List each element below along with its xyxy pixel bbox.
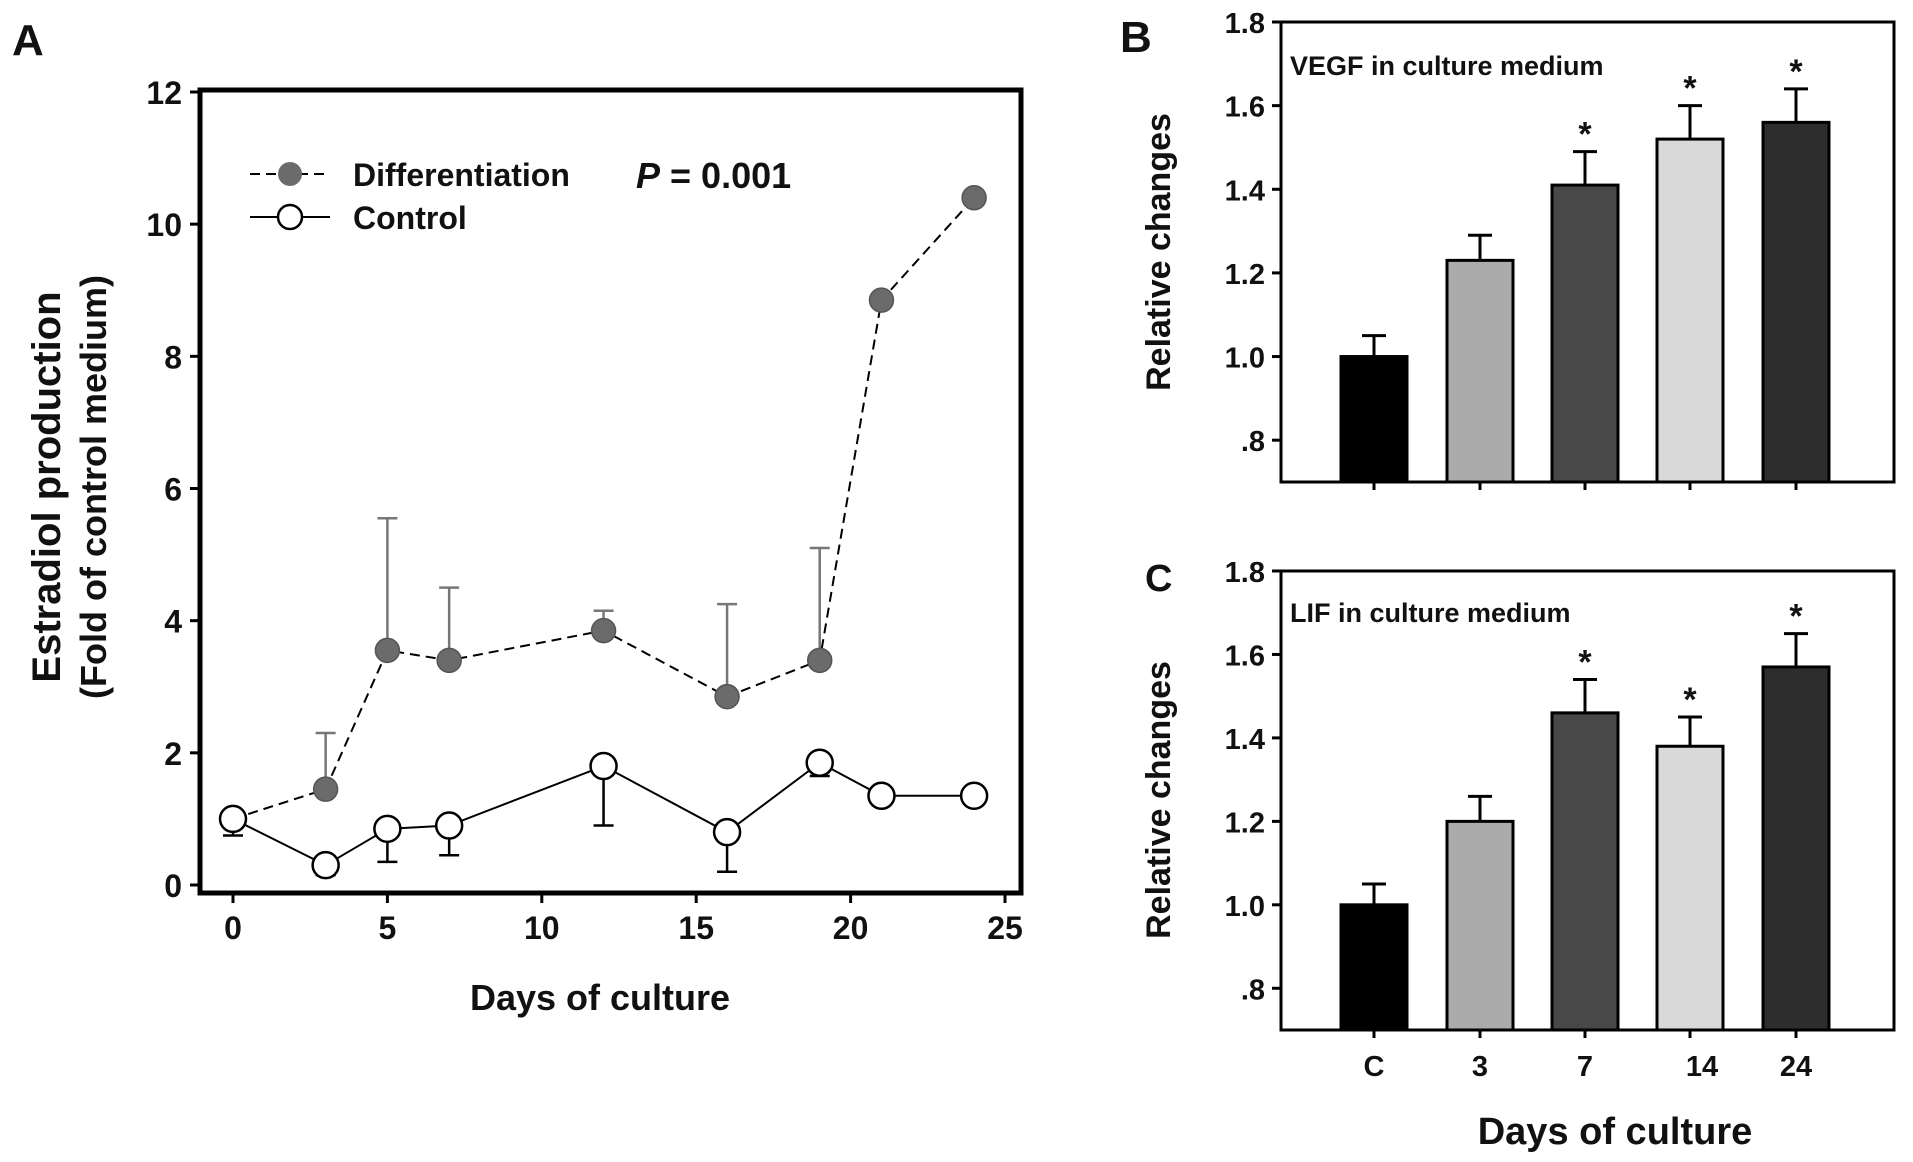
y-tick-label: 6 [164,472,182,508]
x-tick-label: 10 [524,910,560,946]
differentiation-point [714,683,740,710]
x-tick-label: 7 [1577,1051,1593,1083]
y-tick-label: 4 [164,604,182,640]
panel-c-title: LIF in culture medium [1290,598,1571,628]
x-tick-label: 20 [833,910,869,946]
p-value: = 0.001 [660,155,791,196]
y-tick-label: 1.4 [1225,175,1265,207]
bar-24 [1761,120,1831,484]
bar-C [1339,355,1409,484]
x-tick-label: 3 [1472,1051,1488,1083]
panel-c-ylabel: Relative changes [1140,661,1178,939]
y-tick-label: 1.6 [1225,92,1265,124]
plot-frame [197,87,1024,896]
bar-24 [1761,665,1831,1032]
panel-c-xlabel: Days of culture [1478,1111,1753,1153]
panel-c-plot: .8 1.0 1.2 1.4 1.6 1.8 C 3 * 7 * 14 * 24 [1225,557,1896,1083]
panel-a-plot: 0 2 4 6 8 10 12 0 5 10 15 20 25 [146,75,1024,946]
control-point [311,850,340,880]
legend-control-marker [276,203,304,231]
control-point [589,751,618,781]
x-tick-label: 24 [1780,1051,1812,1083]
y-tick-label: .8 [1241,426,1265,458]
legend-differentiation-marker [278,162,302,186]
differentiation-point [312,776,339,802]
panel-b-title: VEGF in culture medium [1290,51,1604,81]
y-tick-label: 1.8 [1225,8,1265,40]
panel-a-ylabel-line1: Estradiol production [25,291,69,682]
bar-3 [1445,819,1515,1032]
differentiation-point [961,184,987,211]
y-tick-label: 1.6 [1225,640,1265,672]
x-tick-label: 25 [987,910,1023,946]
x-tick-label: 5 [379,910,397,946]
legend-differentiation-label: Differentiation [353,157,570,193]
control-point [867,781,896,811]
bar-14 [1655,744,1725,1032]
bar-7 [1550,183,1620,484]
y-tick-label: 1.2 [1225,807,1265,839]
differentiation-point [868,287,895,313]
control-point [712,817,742,847]
differentiation-point [590,617,617,644]
panel-b-ylabel: Relative changes [1140,113,1178,391]
panel-a-label: A [12,16,44,65]
y-tick-label: 0 [164,868,182,904]
y-tick-label: 10 [146,207,182,243]
significance-asterisk: * [1789,598,1803,636]
control-point [434,811,464,840]
control-point [959,781,989,811]
panel-b-plot: .8 1.0 1.2 1.4 1.6 1.8 * * * [1225,8,1896,490]
bar-3 [1445,258,1515,484]
differentiation-point [436,647,462,674]
control-point [373,814,402,844]
y-tick-label: 8 [164,339,182,375]
differentiation-line [232,197,975,820]
x-tick-label: 15 [678,910,714,946]
bar-C [1339,903,1409,1032]
panel-a-ylabel-line2: (Fold of control medium) [73,275,114,699]
significance-asterisk: * [1683,681,1697,719]
panel-a-xlabel: Days of culture [470,977,730,1018]
x-tick-label: 0 [224,910,242,946]
significance-asterisk: * [1789,53,1803,91]
p-symbol: P [636,155,661,196]
y-tick-label: 1.8 [1225,557,1265,589]
legend-control-label: Control [353,200,467,236]
y-tick-label: 2 [164,736,182,772]
differentiation-point [374,637,401,664]
y-tick-label: 1.0 [1225,891,1265,923]
significance-asterisk: * [1578,643,1592,681]
y-tick-label: 1.2 [1225,259,1265,291]
panel-b-label: B [1120,13,1152,62]
bar-14 [1655,137,1725,484]
control-point [218,804,248,834]
y-tick-label: 12 [146,75,182,111]
significance-asterisk: * [1683,70,1697,108]
y-tick-label: 1.0 [1225,343,1265,375]
panel-c-label: C [1145,558,1172,600]
p-value-annotation: P = 0.001 [636,155,791,196]
y-tick-label: .8 [1241,974,1265,1006]
x-tick-label: C [1364,1051,1385,1083]
y-tick-label: 1.4 [1225,724,1265,756]
differentiation-point [806,647,833,674]
significance-asterisk: * [1578,116,1592,154]
x-tick-label: 14 [1686,1051,1718,1083]
control-point [805,748,834,777]
bar-7 [1550,711,1620,1032]
